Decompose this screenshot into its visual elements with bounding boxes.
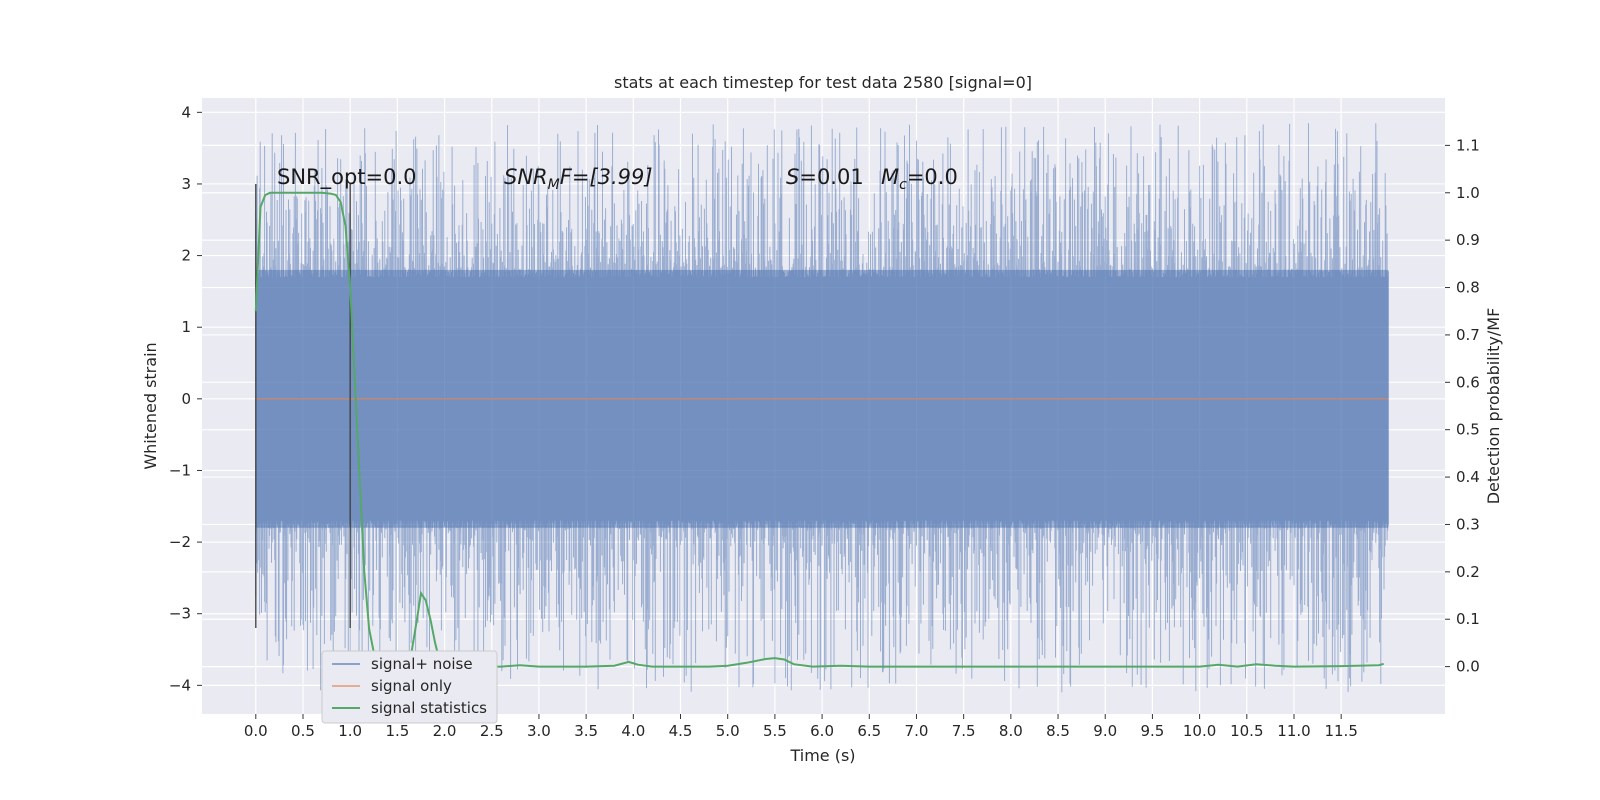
- x-tick-label: 10.0: [1183, 722, 1216, 740]
- y-tick-label: 4: [181, 103, 191, 121]
- legend-label-signal-only: signal only: [371, 677, 452, 695]
- y-tick-label: −1: [169, 461, 191, 479]
- y2-tick-label: 0.1: [1456, 610, 1480, 628]
- y2-tick-label: 0.3: [1456, 515, 1480, 533]
- x-tick-label: 2.5: [480, 722, 504, 740]
- y-tick-label: −4: [169, 676, 191, 694]
- snr-mf-prefix: SNR: [504, 165, 548, 189]
- x-tick-label: 6.0: [810, 722, 834, 740]
- x-tick-label: 2.0: [433, 722, 457, 740]
- x-tick-label: 3.0: [527, 722, 551, 740]
- x-tick-label: 4.5: [669, 722, 693, 740]
- x-tick-label: 7.0: [905, 722, 929, 740]
- x-axis-ticks: 0.0 0.5 1.0 1.5 2.0 2.5 3.0 3.5 4.0 4.5 5.0 5.5 6.0 6…: [244, 714, 1358, 740]
- y2-tick-label: 0.6: [1456, 373, 1480, 391]
- x-tick-label: 11.0: [1277, 722, 1310, 740]
- mc-subscript: c: [899, 177, 907, 193]
- x-tick-label: 5.5: [763, 722, 787, 740]
- y-tick-label: 3: [181, 175, 191, 193]
- x-tick-label: 9.5: [1140, 722, 1164, 740]
- y-tick-label: 1: [181, 318, 191, 336]
- y2-tick-label: 0.4: [1456, 468, 1480, 486]
- legend-box: [321, 650, 498, 724]
- annotation-s-value: S=0.01: [786, 165, 864, 189]
- y2-tick-label: 0.8: [1456, 279, 1480, 297]
- x-tick-label: 0.5: [291, 722, 315, 740]
- snr-mf-suffix: F=[3.99]: [560, 165, 653, 189]
- mc-prefix: M: [881, 165, 899, 189]
- x-tick-label: 4.0: [621, 722, 645, 740]
- x-tick-label: 8.0: [999, 722, 1023, 740]
- x-tick-label: 11.5: [1324, 722, 1357, 740]
- annotation-mc-value: Mc=0.0: [881, 165, 958, 193]
- legend-label-signal-plus-noise: signal+ noise: [371, 655, 473, 673]
- x-tick-label: 1.5: [385, 722, 409, 740]
- chart-title: stats at each timestep for test data 258…: [614, 73, 1032, 92]
- y-tick-label: −2: [169, 533, 191, 551]
- vertical-markers: [255, 183, 351, 629]
- mc-suffix: =0.0: [907, 165, 958, 189]
- left-axis-ticks: 4 3 2 1 0 −1 −2 −3 −4: [169, 103, 202, 694]
- x-tick-label: 0.0: [244, 722, 268, 740]
- right-axis-ticks: 1.1 1.0 0.9 0.8 0.7 0.6 0.5 0.4 0.3 0.2 0.1 0.0: [1445, 136, 1480, 676]
- series-signal-statistics: [254, 191, 1384, 668]
- y-tick-label: 2: [181, 247, 191, 265]
- s-suffix: =0.01: [799, 165, 863, 189]
- statistics-line: [254, 191, 1384, 668]
- legend: signal+ noise signal only signal statist…: [321, 650, 498, 724]
- x-tick-label: 10.5: [1230, 722, 1263, 740]
- y-axis-label: Whitened strain: [141, 342, 160, 469]
- x-tick-label: 9.0: [1093, 722, 1117, 740]
- legend-label-signal-statistics: signal statistics: [371, 699, 487, 717]
- y2-tick-label: 0.5: [1456, 421, 1480, 439]
- y2-tick-label: 0.0: [1456, 658, 1480, 676]
- snr-mf-subscript: M: [548, 177, 560, 193]
- y2-tick-label: 0.7: [1456, 326, 1480, 344]
- x-tick-label: 5.0: [716, 722, 740, 740]
- y2-axis-label: Detection probability/MF: [1484, 308, 1503, 505]
- annotation-snr-mf: SNRMF=[3.99]: [504, 165, 653, 193]
- y2-tick-label: 1.0: [1456, 184, 1480, 202]
- annotation-snr-opt: SNR_opt=0.0: [277, 165, 417, 190]
- y-tick-label: 0: [181, 390, 191, 408]
- y2-tick-label: 0.2: [1456, 563, 1480, 581]
- s-prefix: S: [786, 165, 799, 189]
- x-tick-label: 3.5: [574, 722, 598, 740]
- x-tick-label: 6.5: [857, 722, 881, 740]
- x-tick-label: 8.5: [1046, 722, 1070, 740]
- x-axis-label: Time (s): [789, 746, 855, 765]
- y2-tick-label: 0.9: [1456, 231, 1480, 249]
- y2-tick-label: 1.1: [1456, 136, 1480, 154]
- y-tick-label: −3: [169, 605, 191, 623]
- x-tick-label: 1.0: [338, 722, 362, 740]
- x-tick-label: 7.5: [952, 722, 976, 740]
